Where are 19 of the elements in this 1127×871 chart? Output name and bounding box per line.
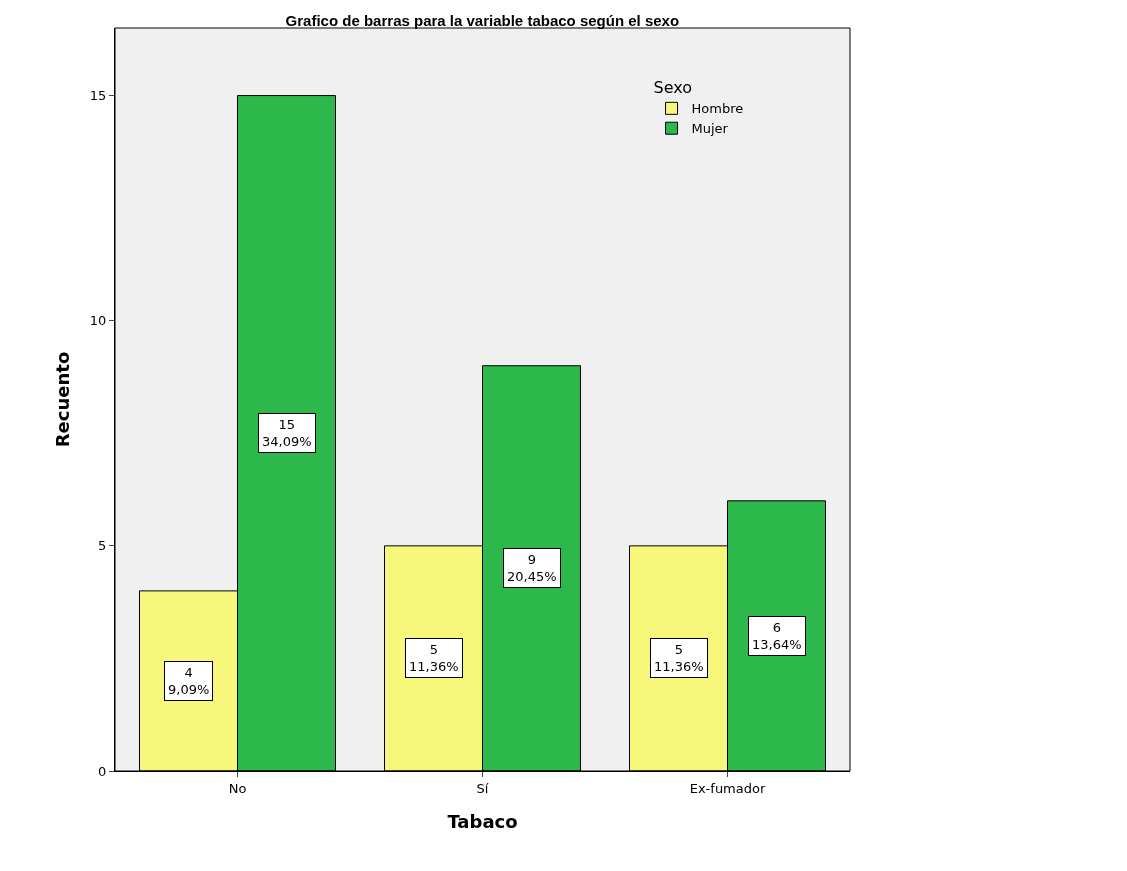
data-label: 5 11,36%	[409, 642, 459, 674]
x-tick-label: No	[228, 780, 247, 796]
x-axis-title: Tabaco	[447, 810, 518, 832]
data-label: 15 34,09%	[262, 417, 312, 449]
y-tick-label: 5	[98, 538, 107, 554]
legend-title: Sexo	[653, 78, 693, 98]
legend-label: Mujer	[691, 121, 729, 137]
data-label: 6 13,64%	[752, 620, 802, 652]
y-tick-label: 0	[98, 763, 107, 779]
y-tick-label: 15	[89, 88, 107, 104]
data-label: 9 20,45%	[507, 552, 557, 584]
data-label: 5 11,36%	[654, 642, 704, 674]
x-tick-label: Sí	[476, 780, 489, 796]
legend-label: Hombre	[691, 101, 744, 117]
x-tick-label: Ex-fumador	[689, 780, 766, 796]
y-axis-title: Recuento	[52, 351, 74, 448]
chart-title: Grafico de barras para la variable tabaco según el sexo	[285, 12, 680, 30]
y-tick-label: 10	[89, 313, 107, 329]
data-label: 4 9,09%	[168, 665, 210, 697]
